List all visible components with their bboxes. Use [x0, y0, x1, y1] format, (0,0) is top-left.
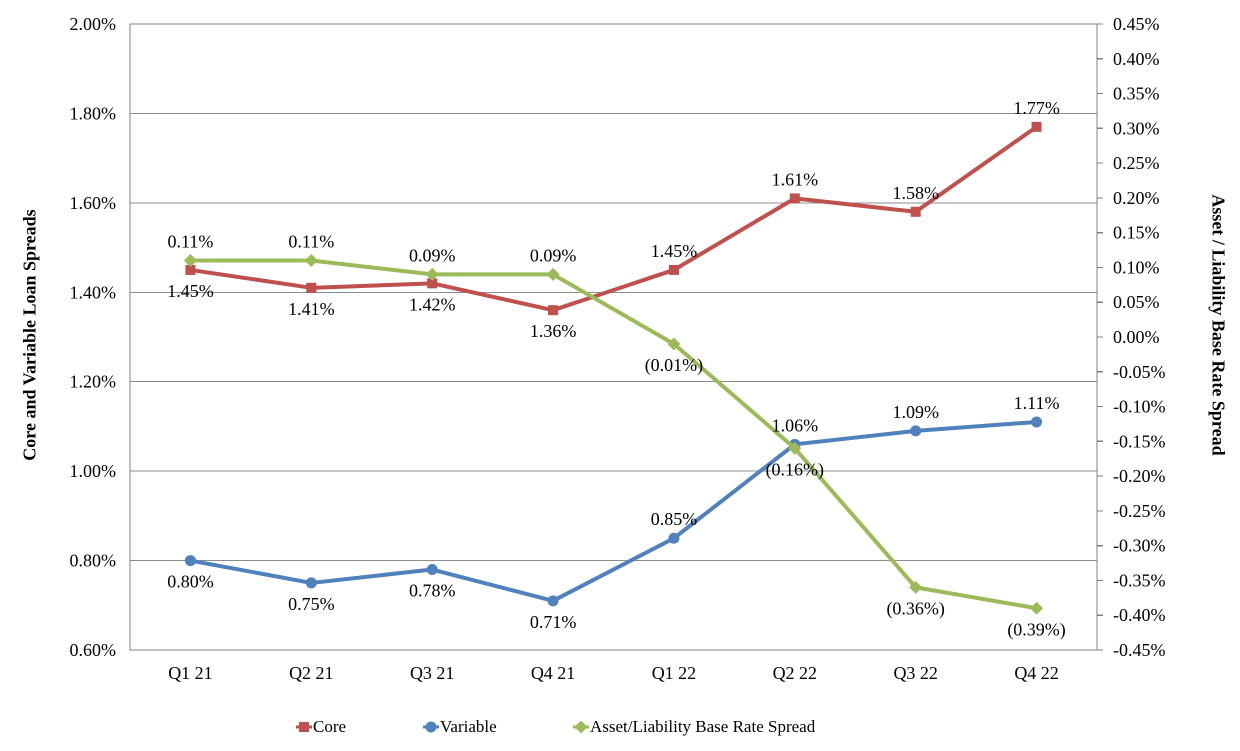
left-axis-tick-label: 0.80% [70, 551, 117, 571]
right-axis-tick-label: -0.15% [1113, 431, 1166, 451]
data-point-marker [910, 425, 922, 437]
data-point-label: 0.85% [651, 509, 698, 529]
data-point-marker [1031, 416, 1043, 428]
data-point-marker [546, 267, 560, 281]
right-axis-tick-label: 0.15% [1113, 223, 1160, 243]
series-line [188, 419, 1039, 603]
x-axis-tick-label: Q4 21 [531, 663, 576, 683]
data-point-marker [547, 595, 559, 607]
data-point-label: 1.45% [651, 241, 698, 261]
data-point-marker [910, 206, 921, 217]
left-axis-tick-label: 1.00% [70, 461, 117, 481]
data-point-marker [425, 267, 439, 281]
data-point-marker [306, 282, 317, 293]
data-point-label: 0.11% [288, 231, 334, 251]
left-axis-tick-label: 1.40% [70, 282, 117, 302]
data-point-label: 0.71% [530, 612, 577, 632]
right-axis-tick-label: 0.45% [1113, 14, 1160, 34]
x-axis-tick-label: Q3 21 [410, 663, 455, 683]
data-point-marker [668, 532, 680, 544]
right-axis-tick-label: -0.20% [1113, 466, 1166, 486]
right-axis-tick-label: -0.35% [1113, 570, 1166, 590]
data-point-label: 0.78% [409, 581, 456, 601]
data-point-label: 1.06% [772, 415, 819, 435]
data-point-marker [788, 441, 802, 455]
data-point-label: (0.01%) [645, 355, 703, 376]
data-point-label: 1.58% [892, 183, 939, 203]
data-point-label: 0.75% [288, 594, 335, 614]
right-axis-tick-label: -0.40% [1113, 605, 1166, 625]
series-asset-liability-base-rate-spread [183, 253, 1044, 615]
right-axis-tick-label: 0.05% [1113, 292, 1160, 312]
left-axis-tick-label: 1.20% [70, 372, 117, 392]
series-variable [184, 416, 1043, 607]
x-axis-tick-label: Q1 22 [652, 663, 697, 683]
left-axis-tick-label: 0.60% [70, 640, 117, 660]
right-axis-tick-label: 0.35% [1113, 84, 1160, 104]
data-point-marker [305, 577, 317, 589]
data-point-marker [185, 264, 196, 275]
data-point-label: 1.09% [892, 402, 939, 422]
data-point-label: 0.09% [530, 245, 577, 265]
x-axis-tick-label: Q3 22 [893, 663, 938, 683]
data-point-label: 0.09% [409, 245, 456, 265]
data-point-label: 1.45% [167, 281, 214, 301]
x-axis-tick-label: Q2 21 [289, 663, 334, 683]
data-point-marker [427, 278, 438, 289]
data-point-marker [426, 564, 438, 576]
right-axis-tick-label: -0.25% [1113, 501, 1166, 521]
data-point-label: (0.16%) [766, 459, 824, 480]
data-point-label: (0.36%) [886, 598, 944, 619]
right-axis-tick-label: 0.25% [1113, 153, 1160, 173]
data-point-marker [668, 264, 679, 275]
right-axis-tick-label: 0.30% [1113, 118, 1160, 138]
data-point-marker [1031, 121, 1042, 132]
data-point-marker [304, 253, 318, 267]
data-point-label: 1.42% [409, 294, 456, 314]
data-point-label: 1.77% [1013, 98, 1060, 118]
series-line [188, 258, 1039, 611]
data-point-label: 0.11% [168, 231, 214, 251]
data-point-label: 1.41% [288, 299, 335, 319]
data-point-label: 1.11% [1014, 393, 1060, 413]
left-axis-tick-label: 1.60% [70, 193, 117, 213]
left-axis-tick-label: 1.80% [70, 103, 117, 123]
right-axis-tick-label: -0.05% [1113, 362, 1166, 382]
right-axis-tick-label: 0.20% [1113, 188, 1160, 208]
data-point-marker [183, 253, 197, 267]
data-point-label: 1.36% [530, 321, 577, 341]
right-axis-tick-label: 0.40% [1113, 49, 1160, 69]
right-axis-tick-label: -0.45% [1113, 640, 1166, 660]
x-axis-tick-label: Q2 22 [773, 663, 818, 683]
series-line [188, 124, 1039, 313]
x-axis-tick-label: Q4 22 [1014, 663, 1059, 683]
data-point-marker [789, 193, 800, 204]
plot-area-border [129, 23, 1098, 651]
right-axis-tick-label: -0.30% [1113, 536, 1166, 556]
left-axis-title: Core and Variable Loan Spreads [19, 209, 40, 461]
data-point-marker [1030, 601, 1044, 615]
right-axis-title: Asset / Liability Base Rate Spread [1208, 194, 1229, 456]
data-point-label: (0.39%) [1007, 619, 1065, 640]
right-axis-tick-label: 0.00% [1113, 327, 1160, 347]
left-axis-tick-label: 2.00% [70, 14, 117, 34]
data-point-marker [667, 337, 681, 351]
data-point-label: 1.61% [772, 169, 819, 189]
data-point-marker [909, 580, 923, 594]
right-axis-tick-label: -0.10% [1113, 397, 1166, 417]
data-point-label: 0.80% [167, 572, 214, 592]
right-axis-tick-label: 0.10% [1113, 257, 1160, 277]
data-point-marker [548, 305, 559, 316]
data-point-marker [184, 555, 196, 567]
series-core [185, 121, 1042, 316]
x-axis-tick-label: Q1 21 [168, 663, 213, 683]
